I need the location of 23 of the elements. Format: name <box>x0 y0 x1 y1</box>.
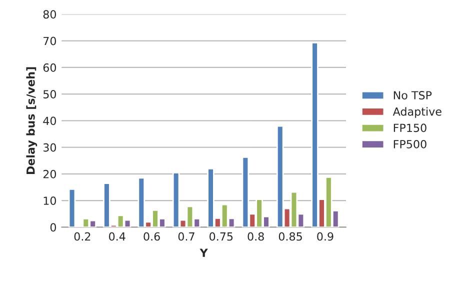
legend-label: Adaptive <box>392 107 442 118</box>
x-tick-label: 0.85 <box>278 232 302 241</box>
x-tick-label: 0.9 <box>317 232 334 241</box>
legend-label: FP150 <box>394 124 426 132</box>
x-axis-title: Y <box>200 248 208 257</box>
y-tick-label: 20 <box>43 170 56 178</box>
y-tick-label: 10 <box>44 196 56 205</box>
x-tick-label: 0.75 <box>210 232 233 241</box>
x-tick-label: 0.6 <box>144 232 160 241</box>
y-tick-label: 30 <box>43 143 56 152</box>
legend-label: No TSP <box>394 91 432 100</box>
x-tick-label: 0.2 <box>74 232 90 241</box>
x-tick-label: 0.8 <box>248 232 264 241</box>
y-tick-label: 50 <box>43 90 56 98</box>
x-tick-label: 0.7 <box>178 232 194 241</box>
y-tick-label: 40 <box>43 116 56 126</box>
y-tick-label: 80 <box>43 10 56 19</box>
y-tick-label: 60 <box>43 63 56 72</box>
y-tick-label: 70 <box>44 36 56 46</box>
y-tick-label: 0 <box>50 223 56 232</box>
y-axis-title: Delay bus [s/veh] <box>26 67 38 174</box>
legend-label: FP500 <box>394 140 426 148</box>
x-tick-label: 0.4 <box>109 232 126 241</box>
